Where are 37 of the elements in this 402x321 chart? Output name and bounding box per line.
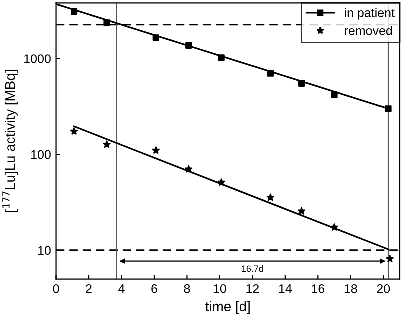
point [218, 54, 225, 62]
x-tick-label: 4 [118, 284, 125, 294]
point [267, 70, 274, 77]
y-tick-label: 1000 [24, 54, 51, 64]
point [185, 165, 193, 173]
legend-label: removed [345, 26, 392, 36]
point [152, 146, 160, 154]
x-tick-label: 10 [214, 284, 226, 294]
annotation: 16.7d [242, 265, 264, 272]
point [266, 194, 274, 202]
x-tick-label: 12 [246, 284, 260, 294]
point [331, 92, 338, 98]
point [70, 128, 78, 135]
x-tick-label: 2 [86, 284, 92, 294]
point [298, 80, 306, 87]
point [385, 106, 392, 112]
point [103, 140, 111, 148]
y-tick-label: 100 [32, 150, 51, 160]
x-tick-label: 6 [152, 284, 158, 294]
y-tick-label: 10 [38, 246, 51, 256]
x-tick-label: 16 [312, 284, 325, 294]
x-tick-label: 14 [279, 284, 292, 294]
point [298, 208, 306, 215]
point [70, 8, 78, 16]
point [386, 255, 394, 263]
x-tick-label: 0 [53, 284, 60, 294]
point [152, 34, 160, 42]
point [104, 20, 110, 26]
point [186, 42, 192, 49]
point [330, 224, 338, 231]
point [218, 178, 226, 186]
x-tick-label: 20 [377, 284, 390, 294]
x-tick-label: 8 [184, 284, 190, 294]
x-tick-label: 18 [344, 284, 358, 294]
legend-label: in patient [345, 8, 395, 20]
x-axis-title: time [d] [206, 301, 250, 314]
y-axis-title: [$^{177}$Lu]Lu activity [MBq] [2, 70, 18, 212]
